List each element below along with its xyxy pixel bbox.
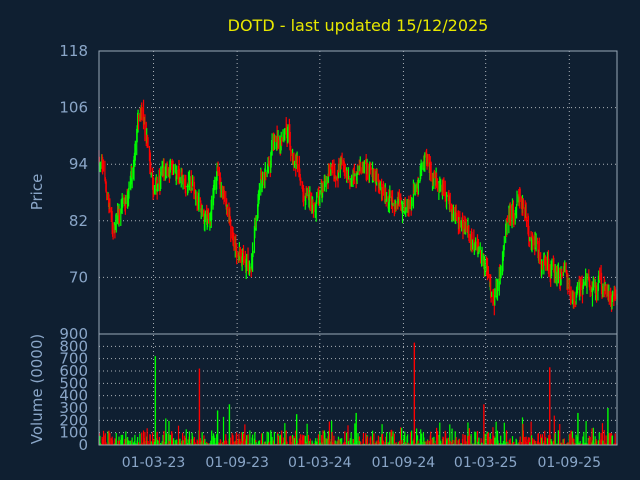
- chart-title: DOTD - last updated 15/12/2025: [228, 16, 489, 35]
- date-tick-label: 01-09-24: [372, 455, 436, 471]
- price-panel-frame: [98, 50, 618, 335]
- date-tick-label: 01-03-25: [454, 455, 518, 471]
- date-axis-ticks: 01-03-23 01-09-23 01-03-24 01-09-24 01-03-25…: [122, 455, 601, 471]
- price-tick-label: 118: [59, 42, 88, 60]
- date-tick-label: 01-09-25: [538, 455, 602, 471]
- date-tick-label: 01-03-24: [288, 455, 352, 471]
- volume-series: [98, 342, 618, 445]
- price-tick-label: 106: [59, 99, 88, 117]
- candlestick-series: [98, 99, 618, 316]
- volume-grid: [99, 345, 617, 446]
- date-tick-label: 01-09-23: [205, 455, 269, 471]
- volume-panel-frame: [98, 333, 618, 446]
- volume-tick-label: 0: [78, 436, 88, 454]
- date-tick-label: 01-03-23: [122, 455, 186, 471]
- price-tick-label: 82: [69, 212, 88, 230]
- price-axis-ticks: 118 106 94 82 70: [59, 42, 88, 286]
- volume-tick-label: 700: [59, 350, 88, 368]
- volume-tick-label: 100: [59, 424, 88, 442]
- price-axis-label: Price: [28, 174, 46, 211]
- price-tick-label: 70: [69, 268, 88, 286]
- volume-tick-label: 300: [59, 399, 88, 417]
- volume-axis-label: Volume (0000): [28, 334, 46, 444]
- volume-tick-label: 800: [59, 337, 88, 355]
- price-tick-label: 94: [69, 155, 88, 173]
- panel-frames: [98, 50, 618, 446]
- volume-tick-label: 400: [59, 387, 88, 405]
- volume-tick-label: 900: [59, 325, 88, 343]
- volume-tick-label: 200: [59, 411, 88, 429]
- volume-tick-label: 600: [59, 362, 88, 380]
- volume-tick-label: 500: [59, 374, 88, 392]
